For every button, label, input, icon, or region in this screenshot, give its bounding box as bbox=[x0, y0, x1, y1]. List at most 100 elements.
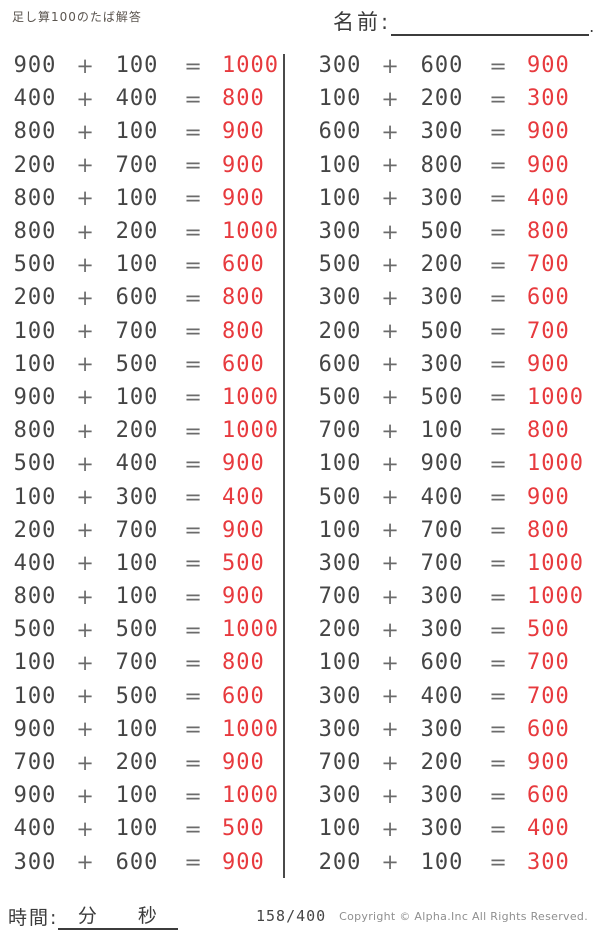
problem-row: 500 +500 = 1000 bbox=[10, 613, 283, 646]
addend-2: 100 bbox=[115, 584, 159, 610]
answer-value: 900 bbox=[527, 152, 570, 178]
plus-icon: + bbox=[76, 584, 94, 609]
time-blank-line[interactable]: 分 秒 bbox=[58, 905, 179, 930]
plus-icon: + bbox=[381, 153, 399, 178]
plus-icon: + bbox=[381, 816, 399, 841]
seconds-label: 秒 bbox=[137, 905, 159, 927]
plus-icon: + bbox=[381, 352, 399, 377]
problem-row: 500 +400 = 900 bbox=[10, 447, 283, 480]
addend-2: 100 bbox=[115, 816, 159, 842]
copyright-text: Copyright © Alpha.Inc All Rights Reserve… bbox=[339, 910, 588, 923]
plus-icon: + bbox=[381, 219, 399, 244]
addend-2: 500 bbox=[115, 683, 159, 709]
answer-value: 1000 bbox=[222, 219, 279, 245]
plus-icon: + bbox=[381, 252, 399, 277]
equals-icon: = bbox=[489, 750, 507, 775]
plus-icon: + bbox=[381, 285, 399, 310]
problem-row: 200 +600 = 800 bbox=[10, 281, 283, 314]
addend-1: 900 bbox=[13, 716, 57, 742]
addend-1: 800 bbox=[13, 185, 57, 211]
addend-2: 100 bbox=[115, 716, 159, 742]
answer-value: 400 bbox=[527, 816, 570, 842]
name-label: 名前: bbox=[333, 10, 392, 34]
problem-row: 800 +200 = 1000 bbox=[10, 414, 283, 447]
problem-row: 300 +700 = 1000 bbox=[315, 547, 600, 580]
problem-row: 200 +700 = 900 bbox=[10, 149, 283, 182]
addend-2: 300 bbox=[420, 351, 464, 377]
addend-2: 700 bbox=[115, 650, 159, 676]
answer-value: 900 bbox=[527, 484, 570, 510]
equals-icon: = bbox=[489, 485, 507, 510]
plus-icon: + bbox=[76, 717, 94, 742]
addend-1: 700 bbox=[318, 584, 362, 610]
problem-row: 100 +200 = 300 bbox=[315, 82, 600, 115]
equals-icon: = bbox=[489, 385, 507, 410]
problem-row: 700 +100 = 800 bbox=[315, 414, 600, 447]
equals-icon: = bbox=[489, 86, 507, 111]
equals-icon: = bbox=[489, 684, 507, 709]
addend-2: 300 bbox=[420, 584, 464, 610]
time-label: 時間: bbox=[8, 907, 59, 929]
plus-icon: + bbox=[381, 86, 399, 111]
plus-icon: + bbox=[381, 551, 399, 576]
addend-2: 200 bbox=[420, 252, 464, 278]
addend-2: 500 bbox=[115, 617, 159, 643]
plus-icon: + bbox=[381, 319, 399, 344]
problem-row: 300 +300 = 600 bbox=[315, 281, 600, 314]
addend-1: 500 bbox=[318, 484, 362, 510]
problem-row: 600 +300 = 900 bbox=[315, 115, 600, 148]
answer-value: 900 bbox=[222, 517, 265, 543]
equals-icon: = bbox=[184, 783, 202, 808]
addend-2: 900 bbox=[420, 451, 464, 477]
addend-1: 500 bbox=[13, 451, 57, 477]
addend-1: 100 bbox=[13, 650, 57, 676]
addend-1: 300 bbox=[318, 683, 362, 709]
equals-icon: = bbox=[184, 850, 202, 875]
equals-icon: = bbox=[184, 119, 202, 144]
problem-row: 100 +500 = 600 bbox=[10, 680, 283, 713]
equals-icon: = bbox=[489, 352, 507, 377]
addend-1: 400 bbox=[13, 816, 57, 842]
addend-1: 500 bbox=[318, 252, 362, 278]
addend-1: 300 bbox=[13, 849, 57, 875]
equals-icon: = bbox=[489, 285, 507, 310]
page-title: 足し算100のたば解答 bbox=[12, 10, 142, 24]
answer-value: 900 bbox=[222, 152, 265, 178]
name-blank-line[interactable] bbox=[391, 10, 590, 36]
problem-row: 500 +100 = 600 bbox=[10, 248, 283, 281]
equals-icon: = bbox=[489, 53, 507, 78]
problem-row: 300 +400 = 700 bbox=[315, 680, 600, 713]
problem-row: 600 +300 = 900 bbox=[315, 348, 600, 381]
addend-2: 600 bbox=[115, 285, 159, 311]
problem-row: 400 +400 = 800 bbox=[10, 82, 283, 115]
plus-icon: + bbox=[381, 485, 399, 510]
plus-icon: + bbox=[381, 119, 399, 144]
addend-2: 400 bbox=[115, 451, 159, 477]
problem-row: 100 +900 = 1000 bbox=[315, 447, 600, 480]
addend-1: 100 bbox=[318, 152, 362, 178]
problem-row: 700 +300 = 1000 bbox=[315, 580, 600, 613]
plus-icon: + bbox=[76, 650, 94, 675]
equals-icon: = bbox=[184, 650, 202, 675]
problem-row: 400 +100 = 500 bbox=[10, 547, 283, 580]
problems-right: 300 +600 = 900 100 +200 = 300 600 +300 = 900 100 +800… bbox=[285, 49, 600, 879]
answer-value: 700 bbox=[527, 318, 570, 344]
addend-1: 200 bbox=[13, 285, 57, 311]
addend-1: 400 bbox=[13, 550, 57, 576]
answer-value: 400 bbox=[222, 484, 265, 510]
answer-value: 300 bbox=[527, 86, 570, 112]
answer-value: 800 bbox=[222, 650, 265, 676]
equals-icon: = bbox=[184, 717, 202, 742]
addend-1: 300 bbox=[318, 285, 362, 311]
answer-value: 1000 bbox=[527, 451, 584, 477]
addend-1: 600 bbox=[318, 351, 362, 377]
answer-value: 500 bbox=[527, 617, 570, 643]
answer-value: 800 bbox=[222, 86, 265, 112]
equals-icon: = bbox=[489, 186, 507, 211]
plus-icon: + bbox=[76, 53, 94, 78]
plus-icon: + bbox=[381, 186, 399, 211]
problem-row: 200 +100 = 300 bbox=[315, 846, 600, 879]
problem-row: 700 +200 = 900 bbox=[315, 746, 600, 779]
equals-icon: = bbox=[489, 418, 507, 443]
